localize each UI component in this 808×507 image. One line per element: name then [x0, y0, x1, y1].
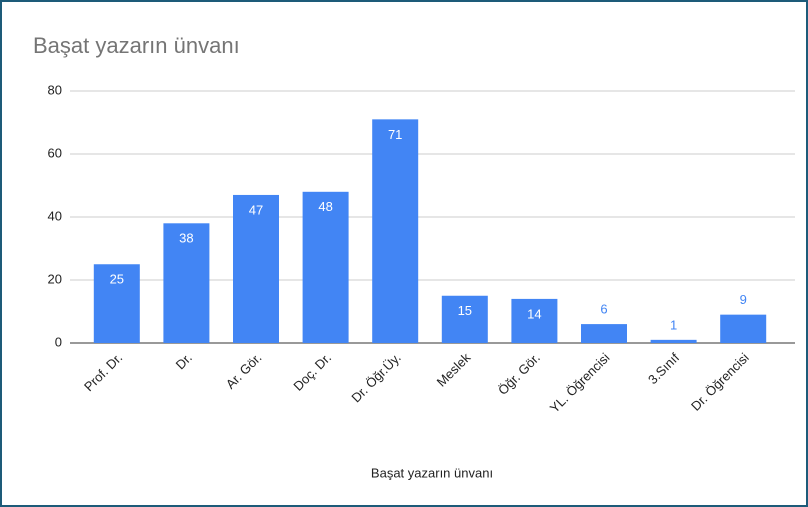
bar — [93, 264, 140, 343]
x-axis-title: Başat yazarın ünvanı — [371, 465, 493, 480]
y-tick-label: 80 — [48, 82, 62, 97]
bar — [233, 194, 279, 343]
bar — [441, 295, 488, 343]
y-tick-label: 20 — [48, 271, 62, 286]
y-tick-label: 60 — [48, 145, 62, 160]
bar — [650, 339, 697, 343]
bar — [720, 314, 767, 343]
bar — [372, 119, 419, 343]
data-label: 6 — [600, 302, 607, 317]
bar — [163, 223, 210, 343]
data-label: 48 — [318, 199, 332, 214]
data-label: 25 — [110, 272, 124, 287]
data-label: 71 — [388, 127, 402, 142]
bar — [581, 324, 627, 343]
y-tick-label: 0 — [55, 334, 62, 349]
data-label: 38 — [179, 231, 193, 246]
chart-title: Başat yazarın ünvanı — [33, 33, 240, 58]
data-label: 9 — [740, 292, 747, 307]
y-tick-label: 40 — [48, 208, 62, 223]
data-label: 1 — [670, 317, 677, 332]
data-label: 14 — [527, 306, 541, 321]
data-label: 15 — [458, 303, 472, 318]
data-label: 47 — [249, 202, 263, 217]
bar — [511, 298, 558, 343]
bar — [302, 191, 349, 343]
